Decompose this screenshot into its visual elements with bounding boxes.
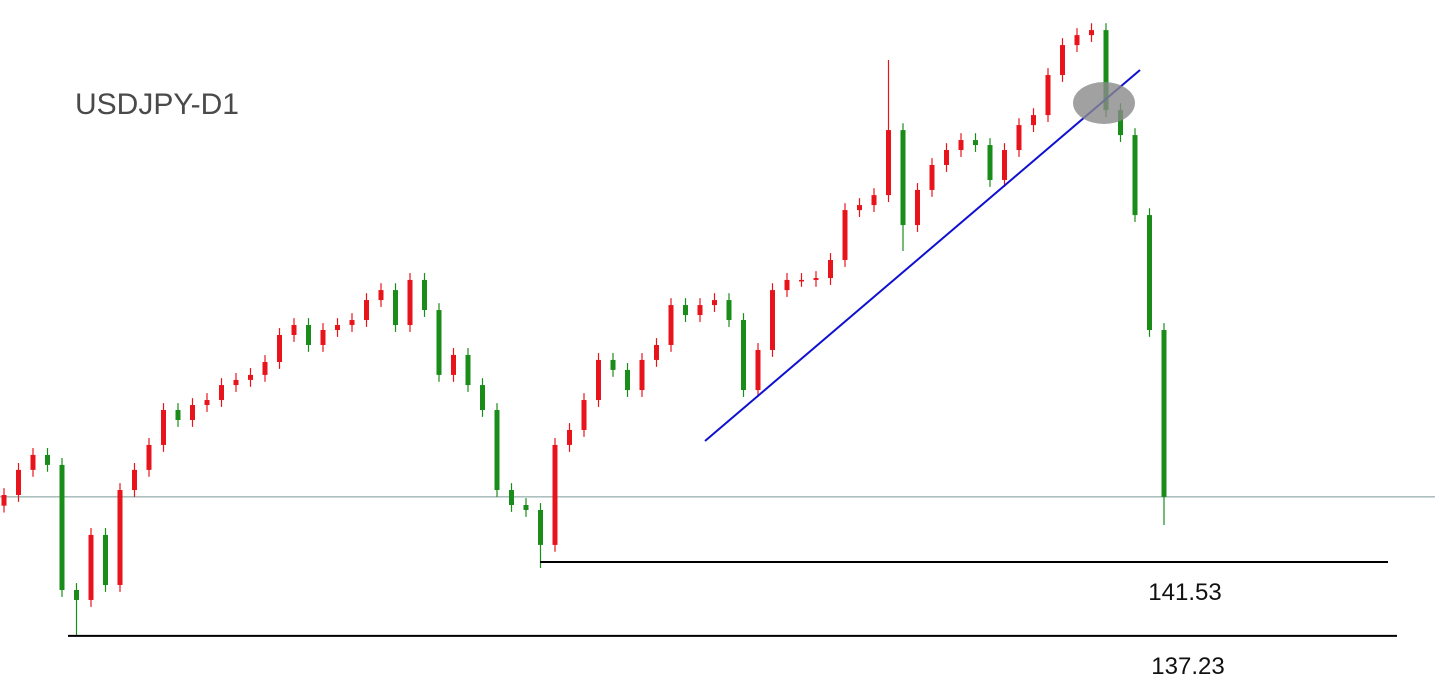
candle-body	[59, 464, 65, 590]
candle-body	[625, 369, 630, 391]
candle-body	[929, 165, 935, 190]
candle-body	[915, 189, 920, 226]
level-label: 141.53	[1148, 579, 1221, 606]
candle-body	[1089, 30, 1094, 36]
candle-body	[233, 379, 239, 386]
candle-body	[668, 305, 674, 345]
candle-body	[523, 504, 529, 510]
candle-body	[857, 205, 862, 211]
candle-body	[726, 300, 732, 321]
candle-body	[190, 405, 195, 420]
candle-body	[291, 325, 297, 335]
candle-body	[277, 334, 282, 363]
candle-body	[755, 349, 761, 391]
candle-body	[103, 534, 108, 586]
candle-body	[712, 300, 717, 306]
candle-body	[1161, 330, 1167, 497]
candle-body	[320, 330, 326, 345]
trend-line	[704, 69, 1141, 442]
candle-body	[117, 490, 123, 586]
candle-body	[1074, 35, 1080, 46]
candle-body	[494, 410, 500, 491]
candle-body	[175, 410, 181, 420]
candle-body	[1147, 215, 1152, 331]
candle-body	[248, 374, 253, 380]
candle-body	[1031, 115, 1036, 126]
candle-body	[1060, 45, 1065, 76]
candle-body	[1103, 30, 1109, 111]
candle-body	[1045, 75, 1051, 116]
candle-body	[30, 454, 36, 470]
candle-body	[1002, 150, 1007, 180]
candle-body	[204, 400, 210, 406]
candle-body	[465, 354, 471, 386]
candle-body	[407, 279, 413, 326]
candle-body	[944, 150, 949, 166]
candle-body	[813, 278, 819, 280]
candle-body	[349, 320, 355, 326]
candle-body	[436, 310, 442, 375]
candle-body	[770, 290, 775, 350]
candle-body	[683, 305, 688, 316]
candle-body	[741, 320, 746, 391]
candle-body	[161, 410, 166, 445]
candle-body	[1, 495, 7, 506]
candle-body	[987, 145, 993, 180]
candle-body	[654, 344, 659, 360]
candle-body	[74, 589, 79, 600]
breakout-highlight	[1073, 82, 1135, 124]
candle-body	[45, 454, 50, 465]
candle-body	[639, 359, 645, 391]
candle-body	[886, 130, 891, 196]
candle-body	[784, 279, 790, 291]
level-label: 137.23	[1151, 653, 1224, 680]
candle-body	[552, 444, 558, 545]
candle-body	[1118, 110, 1123, 136]
candle-body	[335, 325, 340, 331]
candle-body	[262, 362, 268, 375]
candle-body	[842, 210, 848, 260]
candle-body	[799, 279, 804, 282]
candle-body	[132, 469, 137, 491]
candle-body	[610, 359, 616, 370]
candle-body	[480, 385, 485, 411]
candle-body	[900, 130, 906, 226]
candle-body	[378, 290, 384, 301]
candle-body	[538, 509, 543, 545]
candle-body	[581, 400, 587, 430]
candle-body	[146, 444, 152, 470]
candle-body	[1016, 125, 1022, 151]
candle-body	[451, 354, 456, 375]
candle-body	[697, 305, 703, 316]
candle-body	[1132, 135, 1138, 216]
candle-body	[364, 300, 369, 321]
candle-body	[567, 429, 572, 445]
candle-body	[16, 469, 21, 496]
candle-body	[871, 195, 877, 206]
chart-title: USDJPY-D1	[75, 88, 239, 121]
candle-body	[973, 140, 978, 146]
candle-body	[88, 534, 94, 600]
candle-body	[828, 259, 833, 279]
candle-body	[958, 140, 964, 151]
candle-body	[219, 385, 224, 401]
candle-body	[393, 290, 398, 326]
candle-body	[596, 359, 601, 401]
candle-body	[422, 279, 427, 311]
candle-body	[509, 490, 514, 505]
candle-body	[306, 325, 311, 345]
